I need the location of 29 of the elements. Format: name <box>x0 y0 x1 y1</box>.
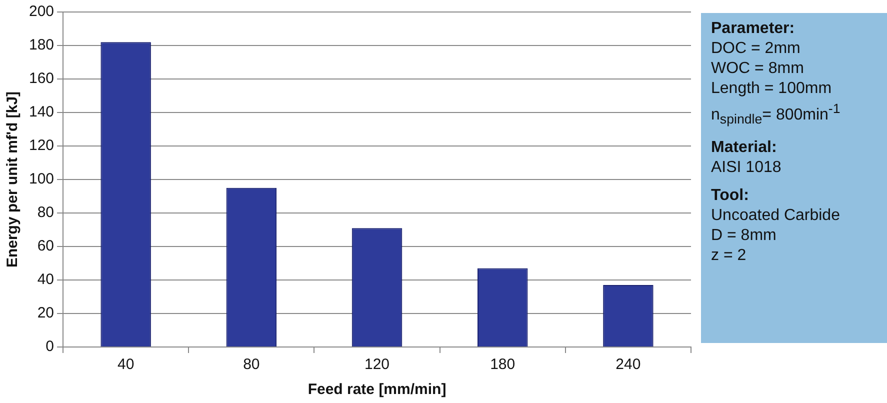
y-tick-label: 160 <box>28 70 54 88</box>
y-tick-label: 100 <box>28 170 54 188</box>
x-tick-label: 180 <box>490 356 516 374</box>
text: z = 2 <box>711 246 748 266</box>
y-tick-label: 60 <box>37 238 54 255</box>
y-tick-label: 80 <box>37 204 54 222</box>
y-tick-label: 0 <box>46 338 54 356</box>
x-tick-label: 80 <box>243 356 260 374</box>
x-axis-title: Feed rate [mm/min] <box>308 381 446 398</box>
y-tick-label: 40 <box>37 271 54 288</box>
y-tick-label: 140 <box>28 104 54 121</box>
y-tick-label: 120 <box>28 137 54 154</box>
text: DOC = 2mm <box>711 39 802 59</box>
text: Tool: <box>711 186 750 206</box>
y-tick-label: 180 <box>28 36 54 54</box>
text: D = 8mm <box>711 226 778 246</box>
text: AISI 1018 <box>711 158 782 178</box>
x-tick-label: 40 <box>117 356 134 374</box>
y-tick-label: 200 <box>28 3 54 20</box>
text: WOC = 8mm <box>711 59 805 79</box>
y-axis-title: Energy per unit mf'd [kJ] <box>4 91 22 268</box>
text: Material: <box>711 138 778 158</box>
x-tick-label: 240 <box>616 356 641 374</box>
text: n$_{spindle}$= 800min$^{-1}$ <box>711 100 842 129</box>
text: Parameter: <box>711 19 796 39</box>
x-tick-label: 120 <box>364 356 390 374</box>
text: Length = 100mm <box>711 79 833 99</box>
y-tick-label: 20 <box>37 304 54 322</box>
text: Uncoated Carbide <box>711 206 841 226</box>
